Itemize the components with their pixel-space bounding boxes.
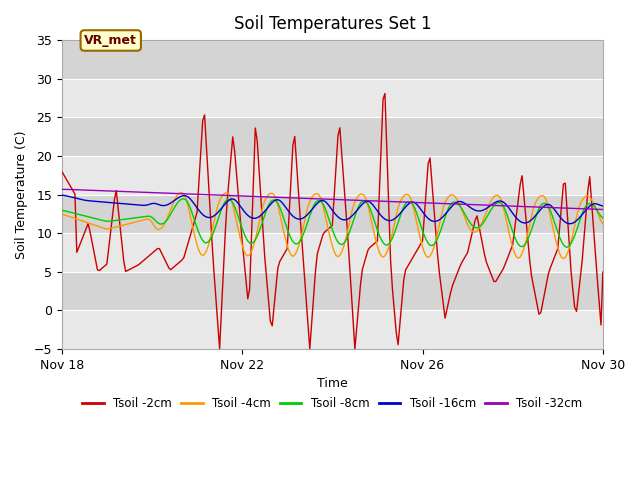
Tsoil -4cm [139, 217, 147, 223]
Tsoil -8cm [139, 214, 147, 220]
Tsoil -4cm [486, 200, 494, 205]
Bar [62, 117, 603, 156]
Tsoil -2cm [381, 91, 388, 96]
Line: Tsoil -32cm: Tsoil -32cm [62, 189, 603, 209]
Tsoil -4cm [323, 219, 330, 225]
Tsoil -4cm [559, 256, 567, 262]
Tsoil -32cm [238, 193, 246, 199]
Tsoil -32cm [599, 206, 607, 212]
Bar [62, 79, 603, 117]
Bar [62, 311, 603, 349]
Tsoil -16cm [63, 193, 71, 199]
Line: Tsoil -8cm: Tsoil -8cm [62, 199, 603, 247]
Bar [62, 272, 603, 311]
Tsoil -4cm [58, 211, 66, 217]
Bar [62, 40, 603, 79]
Tsoil -4cm [63, 213, 71, 219]
Tsoil -16cm [599, 203, 607, 209]
Bar [62, 194, 603, 233]
Tsoil -8cm [599, 215, 607, 221]
Tsoil -2cm [323, 228, 330, 233]
Tsoil -2cm [599, 269, 607, 275]
Text: VR_met: VR_met [84, 34, 137, 47]
Tsoil -2cm [488, 274, 496, 279]
Tsoil -32cm [83, 187, 90, 193]
Tsoil -16cm [238, 206, 246, 212]
Tsoil -8cm [58, 207, 66, 213]
Tsoil -2cm [306, 346, 314, 352]
Tsoil -32cm [484, 203, 492, 208]
Tsoil -8cm [83, 214, 90, 219]
Tsoil -16cm [83, 198, 90, 204]
Tsoil -4cm [240, 248, 248, 254]
Tsoil -16cm [484, 204, 492, 210]
X-axis label: Time: Time [317, 377, 348, 390]
Tsoil -32cm [321, 196, 329, 202]
Line: Tsoil -4cm: Tsoil -4cm [62, 192, 603, 259]
Tsoil -2cm [58, 168, 66, 174]
Tsoil -2cm [83, 226, 90, 231]
Tsoil -16cm [139, 203, 147, 208]
Tsoil -4cm [599, 221, 607, 227]
Tsoil -8cm [240, 230, 248, 236]
Tsoil -4cm [178, 190, 186, 195]
Tsoil -16cm [58, 192, 66, 198]
Tsoil -32cm [58, 186, 66, 192]
Tsoil -32cm [139, 190, 147, 195]
Tsoil -4cm [83, 219, 90, 225]
Tsoil -16cm [321, 198, 329, 204]
Tsoil -32cm [63, 187, 71, 192]
Tsoil -2cm [63, 178, 71, 184]
Tsoil -8cm [63, 209, 71, 215]
Tsoil -2cm [238, 238, 246, 244]
Tsoil -8cm [323, 210, 330, 216]
Tsoil -8cm [563, 244, 571, 250]
Title: Soil Temperatures Set 1: Soil Temperatures Set 1 [234, 15, 431, 33]
Line: Tsoil -16cm: Tsoil -16cm [62, 195, 603, 224]
Tsoil -8cm [180, 196, 188, 202]
Tsoil -2cm [139, 259, 147, 264]
Bar [62, 156, 603, 194]
Tsoil -16cm [565, 221, 573, 227]
Line: Tsoil -2cm: Tsoil -2cm [62, 94, 603, 349]
Legend: Tsoil -2cm, Tsoil -4cm, Tsoil -8cm, Tsoil -16cm, Tsoil -32cm: Tsoil -2cm, Tsoil -4cm, Tsoil -8cm, Tsoi… [77, 392, 587, 415]
Bar [62, 233, 603, 272]
Y-axis label: Soil Temperature (C): Soil Temperature (C) [15, 131, 28, 259]
Tsoil -8cm [486, 208, 494, 214]
